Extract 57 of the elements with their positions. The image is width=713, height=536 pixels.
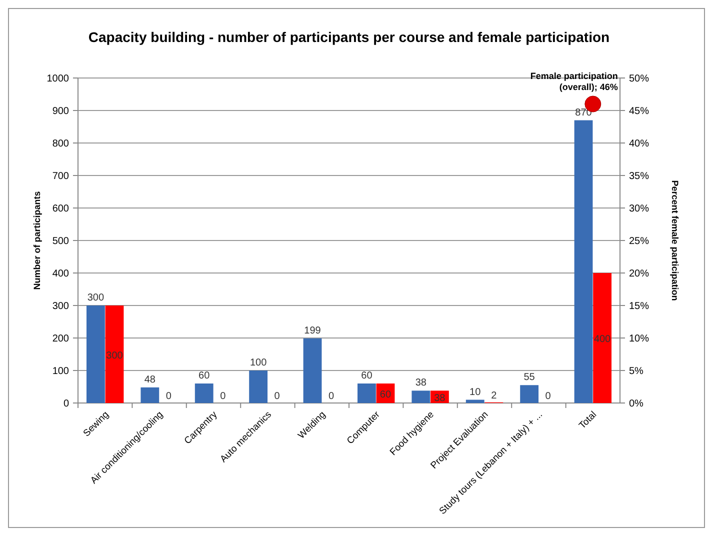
bar: [412, 390, 430, 403]
data-label: 0: [545, 391, 552, 402]
y-tick-label: 1000: [46, 74, 70, 84]
data-label: 10: [470, 386, 482, 398]
data-label: 100: [250, 358, 268, 368]
y-tick-label: 900: [52, 106, 70, 117]
data-label: 38: [415, 378, 427, 389]
y2-tick-label: 50%: [629, 74, 650, 84]
bar: [86, 306, 105, 403]
bar: [303, 338, 322, 403]
y-tick-label: 800: [52, 138, 70, 150]
y-tick-label: 0: [63, 398, 70, 410]
y2-tick-label: 25%: [629, 236, 650, 247]
bar: [358, 384, 376, 403]
bar: [574, 120, 593, 403]
y-tick-label: 400: [52, 268, 70, 280]
chart-title: Capacity building - number of participants per course and female participation: [88, 29, 610, 45]
data-label: 0: [220, 391, 226, 402]
data-label: 38: [434, 392, 446, 404]
data-label: 0: [328, 391, 335, 402]
data-label: 60: [361, 370, 373, 382]
data-label: 60: [380, 389, 392, 400]
data-label: Female participation (overall); 46%: [530, 71, 618, 92]
bar: [194, 384, 214, 403]
y-tick-label: 500: [52, 236, 70, 247]
bar: [249, 370, 268, 403]
y2-tick-label: 15%: [629, 301, 650, 312]
y2-tick-label: 30%: [629, 204, 650, 214]
bar: [466, 400, 484, 403]
y-axis-title: Number of participants: [32, 191, 42, 290]
data-label: 300: [106, 350, 124, 362]
y2-tick-label: 5%: [629, 366, 644, 377]
data-label: 0: [274, 391, 280, 402]
data-label: 300: [87, 292, 104, 304]
data-label: 60: [198, 370, 210, 382]
data-label: 400: [594, 334, 612, 345]
y2-tick-label: 10%: [629, 334, 650, 344]
bar: [520, 385, 539, 403]
data-label: 48: [144, 374, 156, 386]
y2-tick-label: 0%: [629, 398, 644, 410]
data-label: 199: [304, 325, 322, 336]
bar: [105, 306, 124, 403]
y-tick-label: 200: [52, 334, 70, 344]
y-tick-label: 300: [52, 301, 70, 312]
data-label: 55: [524, 372, 536, 384]
bar: [593, 273, 612, 403]
data-label: 2: [491, 390, 498, 402]
y-tick-label: 100: [52, 366, 70, 377]
y2-tick-label: 40%: [629, 138, 650, 150]
y-tick-label: 700: [52, 171, 70, 182]
y2-axis-title: Percent female participation: [670, 180, 680, 301]
data-label: 0: [166, 391, 172, 402]
y2-tick-label: 20%: [629, 268, 650, 280]
y2-tick-label: 45%: [629, 106, 650, 117]
y-tick-label: 600: [52, 204, 70, 214]
y2-tick-label: 35%: [629, 171, 650, 182]
bar: [140, 387, 160, 403]
